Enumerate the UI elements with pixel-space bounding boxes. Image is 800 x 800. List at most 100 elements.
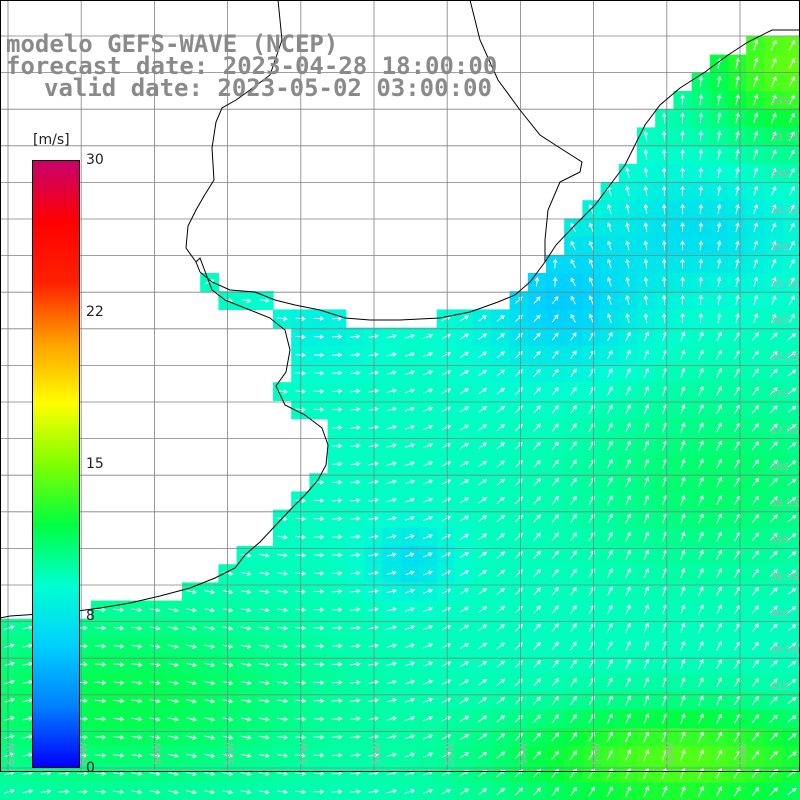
wind-arrow [787,733,797,741]
wind-arrow [625,549,631,560]
wind-arrow [716,112,722,124]
wind-arrow [570,623,577,633]
wind-arrow [753,112,759,124]
wind-arrow [643,785,650,797]
wind-arrow [769,714,778,723]
wind-arrow [313,589,325,594]
wind-arrow [788,112,795,124]
wind-arrow [606,458,613,469]
wind-arrow [441,461,452,467]
wind-arrow [698,167,704,178]
wind-arrow [716,94,722,106]
wind-arrow [459,351,470,358]
wind-arrow [698,258,704,269]
latitude-label: 35.5S [770,279,799,290]
wind-arrow [751,513,759,524]
wind-arrow [258,698,270,704]
wind-arrow [423,406,434,412]
wind-arrow [131,644,143,649]
wind-arrow [787,569,797,577]
wind-arrow [735,294,740,306]
wind-arrow [149,789,161,795]
wind-arrow [277,534,288,540]
wind-arrow [625,258,630,269]
wind-arrow [716,786,723,797]
wind-arrow [569,695,577,706]
wind-arrow [751,750,760,760]
wind-arrow [459,606,470,613]
wind-arrow [716,185,722,196]
wind-arrow [368,479,379,485]
wind-arrow [459,424,470,431]
wind-arrow [113,734,125,740]
wind-arrow [404,697,416,703]
wind-arrow [606,477,613,487]
wind-arrow [533,477,541,487]
wind-arrow [204,771,216,777]
wind-arrow [769,459,778,469]
wind-arrow [204,680,216,686]
wind-arrow [569,750,577,760]
wind-arrow [606,659,613,669]
wind-arrow [751,404,760,414]
wind-arrow [496,642,506,650]
wind-arrow [331,771,343,776]
wind-arrow [698,513,704,524]
longitude-label: 61W [6,742,17,765]
wind-arrow [478,588,488,595]
colorbar-tick-22: 22 [86,304,104,320]
wind-arrow [607,295,612,305]
wind-arrow [423,697,434,704]
wind-arrow [551,423,559,432]
wind-arrow [552,258,558,269]
wind-arrow [607,349,613,360]
wind-arrow [4,697,15,703]
wind-arrow [404,352,416,357]
wind-arrow [349,734,361,740]
wind-arrow [496,678,506,686]
wind-arrow [368,443,379,448]
wind-arrow [368,734,379,740]
wind-arrow [404,515,415,521]
wind-arrow [368,643,379,649]
wind-arrow [716,476,722,488]
wind-arrow [149,771,161,777]
wind-arrow [606,731,613,743]
wind-arrow [787,551,797,559]
wind-arrow [751,386,760,396]
wind-arrow [551,368,559,378]
wind-arrow [113,662,125,667]
wind-arrow [716,203,722,214]
wind-arrow [769,732,778,742]
wind-arrow [680,294,685,306]
wind-arrow [222,771,234,777]
wind-arrow [259,571,270,576]
wind-arrow [661,222,667,233]
wind-arrow [533,314,541,323]
wind-arrow [4,788,15,794]
wind-arrow [788,149,795,160]
wind-arrow [751,422,760,433]
wind-arrow [167,644,179,649]
wind-arrow [551,623,559,633]
wind-arrow [94,662,107,667]
wind-arrow [716,148,722,160]
wind-arrow [625,476,631,488]
wind-arrow [716,386,722,396]
wind-arrow [643,658,649,669]
wind-arrow [331,698,343,703]
wind-arrow [680,658,686,669]
wind-arrow [331,643,343,649]
valid-date: valid date: 2023-05-02 03:00:00 [44,74,492,102]
wind-arrow [167,626,179,631]
wind-arrow [331,316,343,321]
wind-arrow [751,550,760,560]
wind-arrow [769,332,778,341]
wind-arrow [349,752,361,758]
wind-arrow [533,496,541,505]
wind-arrow [350,406,361,412]
wind-arrow [496,660,506,668]
wind-arrow [551,495,559,505]
wind-arrow [533,296,541,304]
wind-arrow [533,623,541,632]
